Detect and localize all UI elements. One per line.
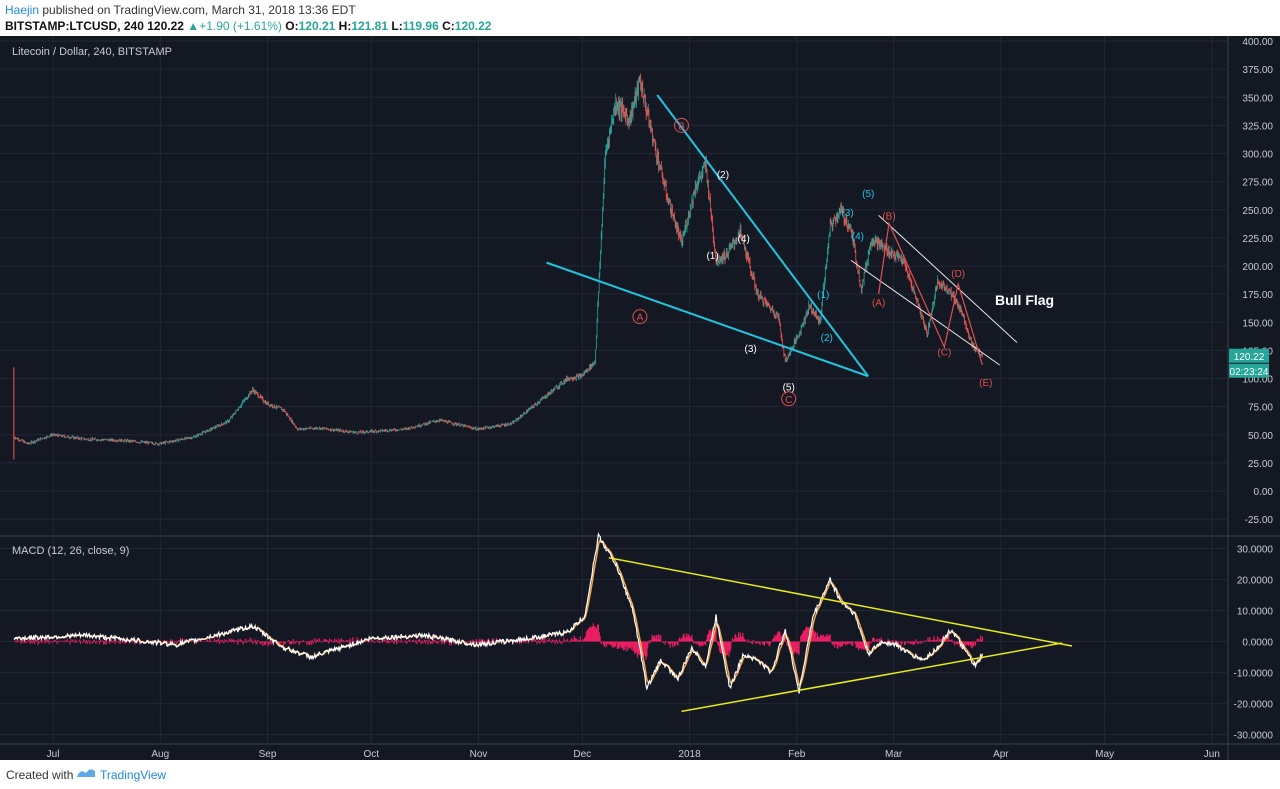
price-tick-label: 175.00	[1242, 290, 1273, 301]
price-tick-label: 75.00	[1248, 403, 1273, 414]
wave-label: (2)	[717, 170, 729, 181]
created-with-text: Created with	[6, 768, 74, 782]
trendline-wedge-lower	[546, 261, 869, 378]
wave-label: A	[637, 313, 644, 324]
price-tick-label: 250.00	[1242, 206, 1273, 217]
close-label: C:	[442, 19, 455, 33]
low-label: L:	[391, 19, 403, 33]
wave-circle-icon	[673, 117, 689, 133]
time-tick-label: Nov	[470, 749, 488, 760]
price-pane-title: Litecoin / Dollar, 240, BITSTAMP	[12, 46, 172, 58]
time-tick-label: Oct	[364, 749, 380, 760]
last-price: 120.22	[147, 19, 184, 33]
published-text: published on TradingView.com, March 31, …	[39, 3, 356, 17]
price-tick-label: 325.00	[1242, 121, 1273, 132]
price-tick-label: 50.00	[1248, 431, 1273, 442]
last-price-badge-text: 120.22	[1234, 352, 1265, 363]
macd-signal-line	[13, 538, 984, 687]
publish-info: Haejin published on TradingView.com, Mar…	[5, 3, 356, 17]
time-tick-label: May	[1095, 749, 1114, 760]
price-tick-label: -25.00	[1245, 515, 1274, 526]
time-tick-label: 2018	[678, 749, 701, 760]
time-tick-label: Sep	[259, 749, 277, 760]
wave-label: (5)	[862, 189, 874, 200]
chart-area[interactable]: A B C (1) (2) (3) (4) (5) (1) (2) (3) (4) (5) (A) (B) (…	[0, 36, 1280, 760]
price-tick-label: 300.00	[1242, 150, 1273, 161]
trendline-wedge-upper	[656, 94, 870, 377]
macd-pane-title: MACD (12, 26, close, 9)	[12, 545, 129, 557]
countdown-badge	[1229, 363, 1269, 378]
macd-tick-label: -10.0000	[1234, 669, 1274, 680]
time-tick-label: Jul	[47, 749, 60, 760]
macd-triangle-upper	[608, 556, 1073, 647]
time-tick-label: Feb	[788, 749, 806, 760]
wave-label: (B)	[882, 211, 895, 222]
author-link[interactable]: Haejin	[5, 3, 40, 17]
bull-flag-label: Bull Flag	[995, 292, 1054, 308]
time-tick-label: Apr	[993, 749, 1009, 760]
time-tick-label: Dec	[573, 749, 591, 760]
price-tick-label: 375.00	[1242, 65, 1273, 76]
wave-circle-icon	[781, 391, 797, 407]
macd-tick-label: -20.0000	[1234, 700, 1274, 711]
wave-label: (3)	[841, 208, 853, 219]
change-arrow-icon: ▲	[187, 19, 200, 33]
tradingview-logo-icon	[77, 769, 95, 777]
change-value: +1.90 (+1.61%)	[199, 19, 282, 33]
macd-tick-label: 30.0000	[1237, 544, 1274, 555]
high-label: H:	[338, 19, 352, 33]
macd-tick-label: 20.0000	[1237, 575, 1274, 586]
wave-label: (3)	[745, 344, 757, 355]
price-tick-label: 100.00	[1242, 375, 1273, 386]
wave-circle-icon	[632, 309, 648, 325]
price-tick-label: 225.00	[1242, 234, 1273, 245]
wave-label: (4)	[852, 232, 864, 243]
low-value: 119.96	[402, 19, 439, 33]
macd-tick-label: 0.0000	[1242, 638, 1273, 649]
wave-label: (C)	[937, 348, 951, 359]
wave-label: (2)	[821, 333, 833, 344]
price-tick-label: 350.00	[1242, 93, 1273, 104]
open-value: 120.21	[298, 19, 336, 33]
footer: Created with TradingView	[0, 760, 1280, 789]
symbol-name: BITSTAMP:LTCUSD, 240	[5, 19, 144, 33]
price-tick-label: 400.00	[1242, 37, 1273, 48]
price-tick-label: 0.00	[1254, 487, 1274, 498]
wave-label: (D)	[951, 269, 965, 280]
wave-label: (1)	[706, 251, 718, 262]
trendline-flag-lower	[850, 259, 1000, 366]
tradingview-link[interactable]: TradingView	[100, 768, 167, 782]
time-tick-label: Mar	[885, 749, 903, 760]
close-value: 120.22	[454, 19, 492, 33]
wave-label: (A)	[872, 298, 885, 309]
macd-tick-label: -30.0000	[1234, 731, 1274, 742]
wave-path	[878, 221, 983, 366]
price-tick-label: 275.00	[1242, 178, 1273, 189]
macd-triangle-lower	[681, 642, 1063, 713]
wave-label: (5)	[783, 382, 795, 393]
macd-line	[13, 532, 983, 694]
price-tick-label: 200.00	[1242, 262, 1273, 273]
symbol-line: BITSTAMP:LTCUSD, 240 120.22 ▲+1.90 (+1.6…	[5, 19, 491, 33]
price-tick-label: 150.00	[1242, 318, 1273, 329]
publish-header: Haejin published on TradingView.com, Mar…	[0, 0, 1280, 36]
wave-label: C	[785, 395, 792, 406]
wave-label: (E)	[979, 378, 992, 389]
countdown-badge-text: 02:23:24	[1230, 367, 1269, 378]
wave-label: B	[678, 121, 685, 132]
open-label: O:	[285, 19, 299, 33]
trendline-flag-upper	[878, 215, 1018, 343]
last-price-badge	[1229, 348, 1269, 363]
price-tick-label: 25.00	[1248, 459, 1273, 470]
wave-label: (4)	[738, 234, 750, 245]
wave-label: (1)	[817, 290, 829, 301]
macd-tick-label: 10.0000	[1237, 607, 1274, 618]
high-value: 121.81	[351, 19, 389, 33]
time-tick-label: Jun	[1204, 749, 1220, 760]
chart-svg[interactable]: A B C (1) (2) (3) (4) (5) (1) (2) (3) (4) (5) (A) (B) (…	[0, 36, 1280, 760]
time-tick-label: Aug	[151, 749, 169, 760]
